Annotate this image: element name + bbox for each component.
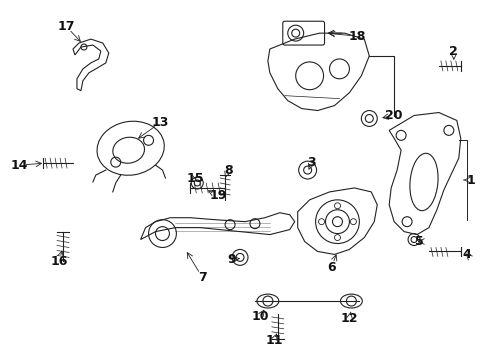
- Text: 11: 11: [265, 334, 283, 347]
- Text: 4: 4: [463, 248, 471, 261]
- Text: 15: 15: [187, 171, 204, 185]
- Text: 18: 18: [349, 30, 366, 42]
- Text: 16: 16: [50, 255, 68, 268]
- Text: 9: 9: [228, 253, 236, 266]
- Text: 3: 3: [307, 156, 316, 168]
- Text: 12: 12: [341, 312, 358, 325]
- Text: 7: 7: [198, 271, 207, 284]
- Text: 14: 14: [11, 159, 28, 172]
- Text: 8: 8: [224, 163, 232, 176]
- Text: 6: 6: [327, 261, 336, 274]
- Text: 1: 1: [466, 174, 475, 186]
- Text: 10: 10: [251, 310, 269, 323]
- Text: 2: 2: [449, 45, 458, 58]
- Text: 13: 13: [152, 116, 169, 129]
- Text: 17: 17: [57, 20, 75, 33]
- Text: 20: 20: [386, 109, 403, 122]
- Text: 19: 19: [209, 189, 227, 202]
- Text: 5: 5: [415, 235, 423, 248]
